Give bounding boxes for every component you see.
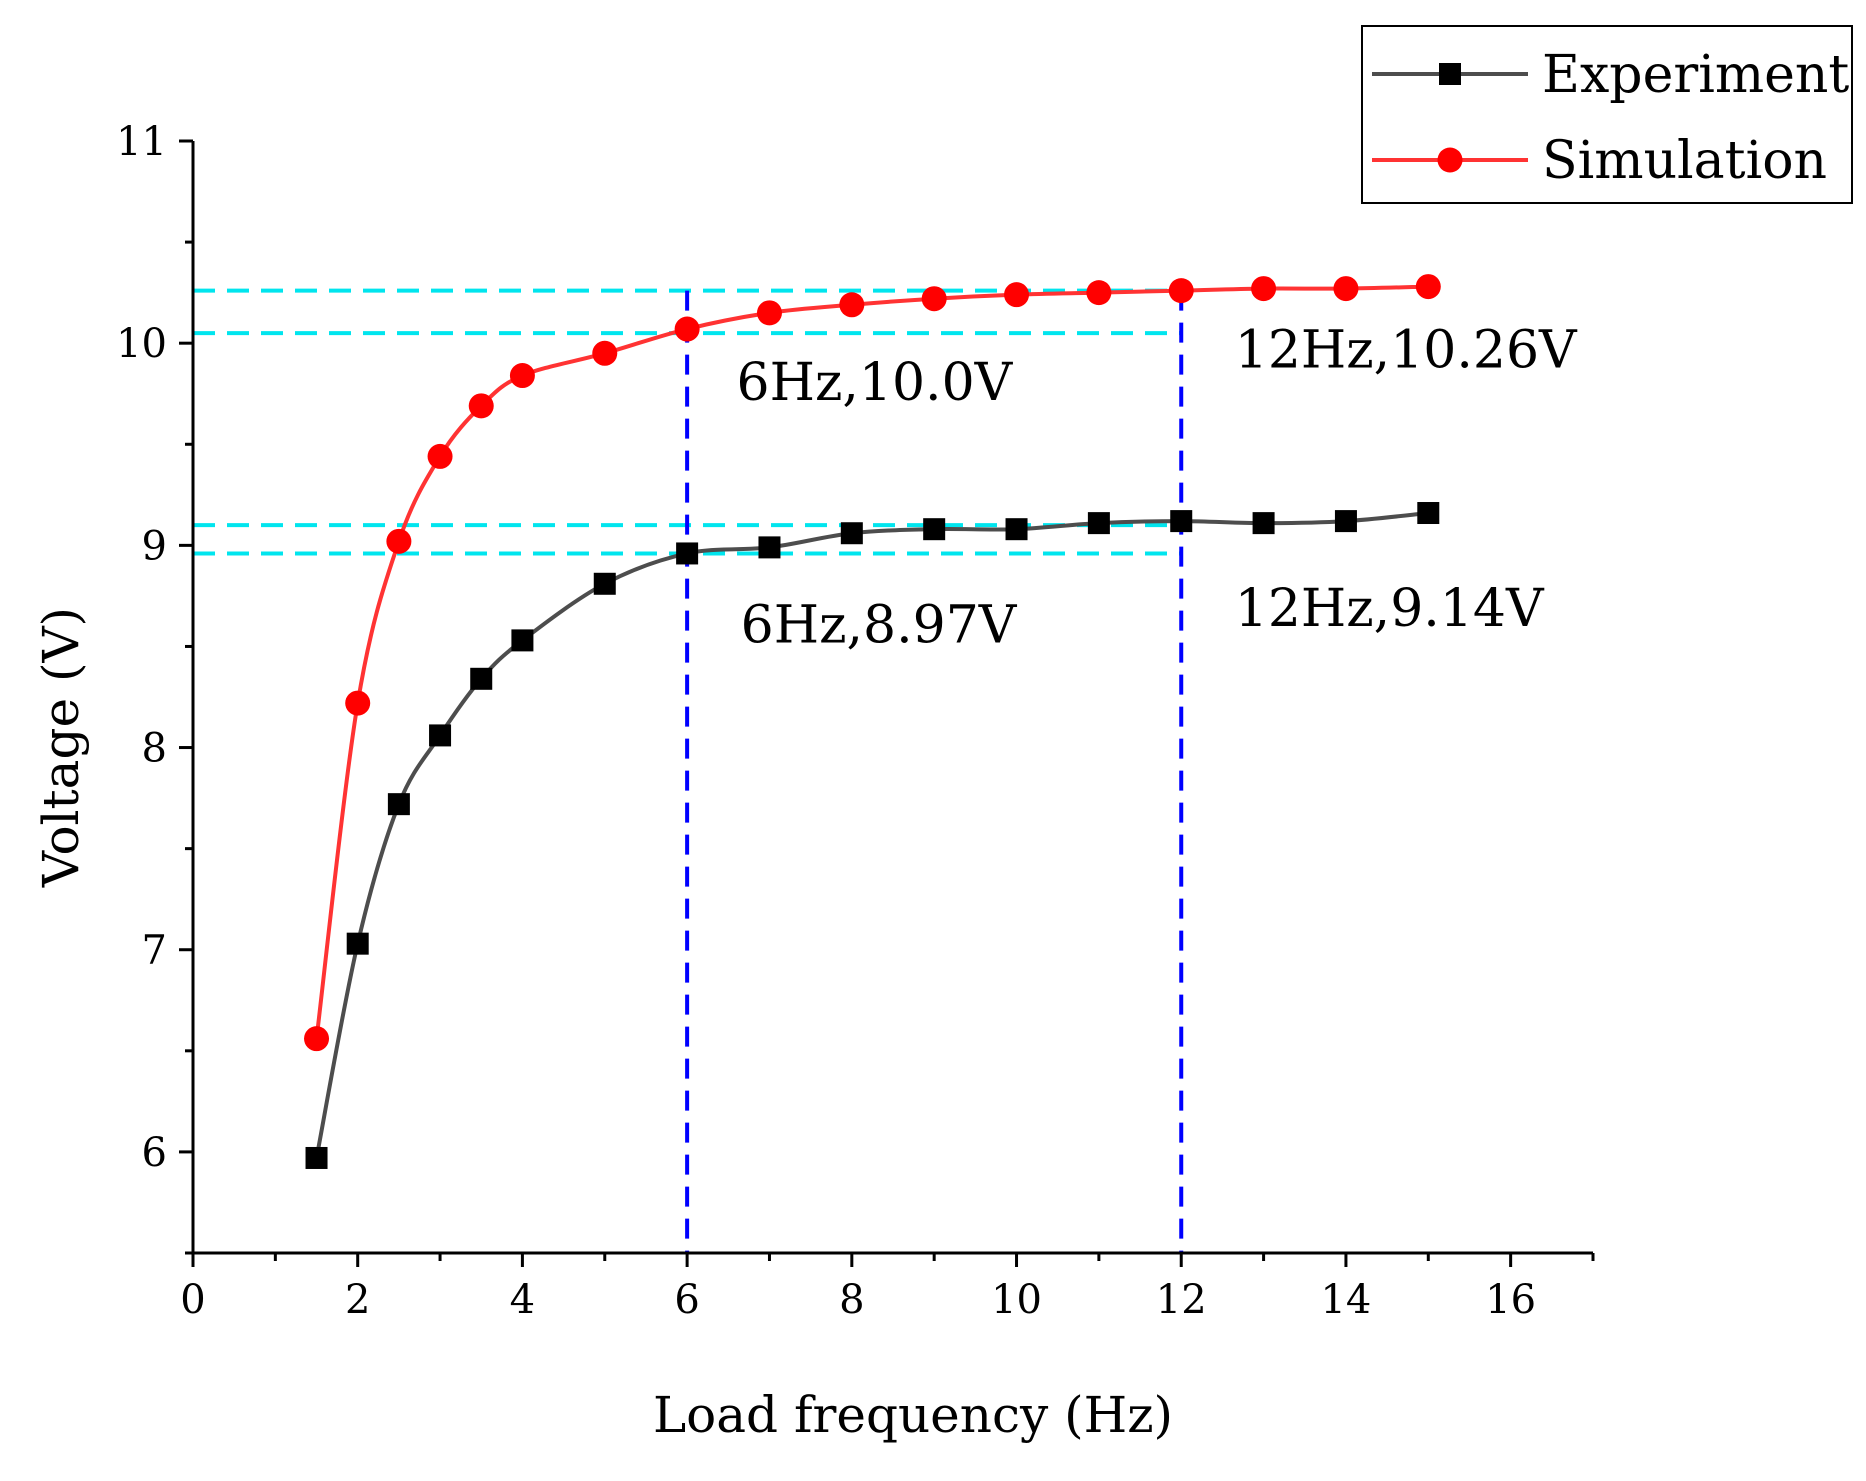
marker-simulation-12 — [1086, 280, 1112, 306]
x-tick-label-14: 14 — [1320, 1277, 1371, 1323]
marker-experiment-9 — [840, 522, 863, 545]
annotations: 6Hz,10.0V 12Hz,10.26V 6Hz,8.97V 12Hz,9.14V — [737, 320, 1579, 655]
marker-simulation-4 — [468, 393, 494, 419]
x-axis-title: Load frequency (Hz) — [653, 1386, 1173, 1444]
marker-experiment-10 — [923, 518, 946, 541]
legend-label-experiment: Experiment — [1542, 45, 1849, 105]
marker-simulation-16 — [1415, 274, 1441, 300]
x-tick-label-6: 6 — [674, 1277, 699, 1323]
marker-simulation-11 — [1004, 282, 1030, 308]
marker-experiment-1 — [346, 932, 369, 955]
legend-label-simulation: Simulation — [1542, 131, 1827, 191]
y-tick-label-7: 7 — [142, 928, 167, 974]
legend-marker-simulation — [1437, 147, 1463, 173]
marker-experiment-6 — [593, 572, 616, 595]
marker-simulation-9 — [839, 292, 865, 318]
marker-experiment-14 — [1252, 512, 1275, 535]
y-tick-label-8: 8 — [142, 726, 167, 772]
legend: Experiment Simulation — [1361, 25, 1853, 204]
marker-simulation-1 — [345, 690, 371, 716]
annotation-3: 12Hz,9.14V — [1235, 579, 1545, 639]
marker-simulation-10 — [921, 286, 947, 312]
x-tick-label-16: 16 — [1485, 1277, 1536, 1323]
series-markers — [304, 274, 1441, 1169]
legend-marker-experiment — [1439, 63, 1461, 85]
axes: 0 2 4 6 8 10 12 14 16 6 7 8 9 10 11 — [116, 119, 1595, 1323]
y-tick-label-9: 9 — [142, 523, 167, 569]
marker-simulation-2 — [386, 528, 412, 554]
marker-experiment-8 — [758, 536, 781, 559]
marker-experiment-13 — [1170, 510, 1193, 533]
marker-simulation-3 — [427, 443, 453, 469]
y-tick-label-10: 10 — [116, 321, 167, 367]
x-tick-label-12: 12 — [1156, 1277, 1207, 1323]
marker-experiment-7 — [676, 542, 699, 565]
marker-experiment-12 — [1087, 512, 1110, 535]
marker-experiment-11 — [1005, 518, 1028, 541]
marker-simulation-6 — [592, 340, 618, 366]
annotation-2: 6Hz,8.97V — [741, 595, 1018, 655]
marker-simulation-13 — [1168, 278, 1194, 304]
y-tick-label-11: 11 — [116, 119, 167, 165]
x-tick-label-0: 0 — [180, 1277, 205, 1323]
marker-experiment-5 — [511, 629, 534, 652]
marker-experiment-2 — [387, 793, 410, 816]
marker-simulation-15 — [1333, 276, 1359, 302]
marker-simulation-5 — [509, 363, 535, 389]
x-tick-label-10: 10 — [991, 1277, 1042, 1323]
annotation-0: 6Hz,10.0V — [737, 353, 1014, 413]
marker-experiment-15 — [1334, 510, 1357, 533]
x-tick-label-4: 4 — [510, 1277, 535, 1323]
marker-simulation-0 — [304, 1026, 330, 1052]
marker-experiment-3 — [429, 724, 452, 747]
annotation-1: 12Hz,10.26V — [1235, 320, 1578, 380]
marker-simulation-14 — [1251, 276, 1277, 302]
marker-simulation-8 — [756, 300, 782, 326]
legend-box — [1361, 25, 1853, 204]
reference-lines — [193, 288, 1184, 1253]
marker-experiment-4 — [470, 667, 493, 690]
x-tick-label-2: 2 — [345, 1277, 370, 1323]
x-tick-label-8: 8 — [839, 1277, 864, 1323]
y-axis-title: Voltage (V) — [32, 607, 90, 888]
marker-experiment-0 — [305, 1146, 328, 1169]
y-tick-label-6: 6 — [142, 1130, 167, 1176]
marker-simulation-7 — [674, 316, 700, 342]
marker-experiment-16 — [1417, 502, 1440, 525]
